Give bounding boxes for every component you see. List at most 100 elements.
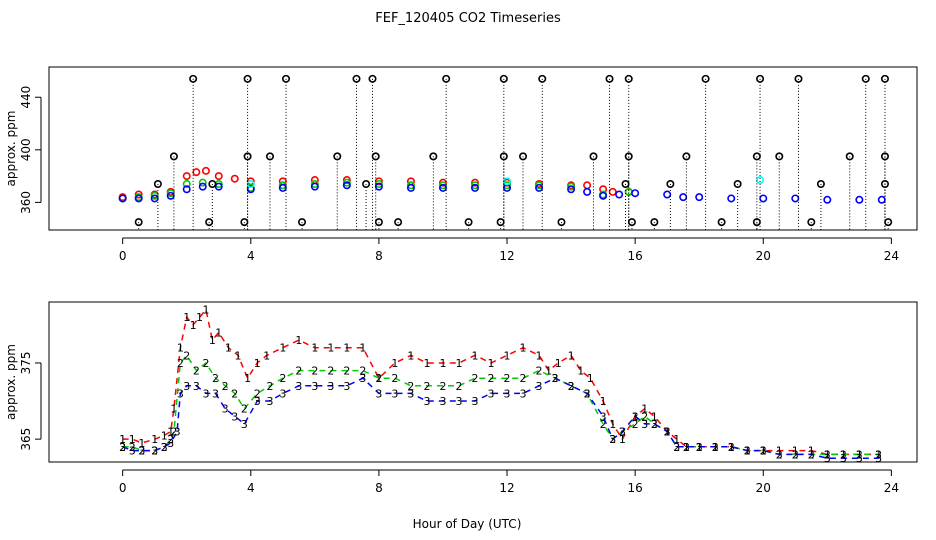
data-point-marker: 3: [792, 448, 799, 461]
data-point-marker: 3: [760, 445, 767, 458]
data-point: [733, 179, 742, 188]
data-point: [182, 179, 191, 188]
data-point: [599, 191, 608, 200]
data-point: [470, 178, 479, 187]
data-point: [406, 181, 415, 190]
data-point: [362, 179, 371, 188]
plot-frame: [48, 66, 918, 231]
data-point-marker: 1: [234, 349, 241, 362]
data-point-marker: 3: [177, 387, 184, 400]
data-point-marker: 3: [222, 403, 229, 416]
data-point: [535, 183, 544, 192]
data-point: [342, 176, 351, 185]
data-point: [182, 185, 191, 194]
data-point: [438, 181, 447, 190]
data-point-marker: 1: [488, 357, 495, 370]
data-point-marker: 1: [568, 349, 575, 362]
data-point-marker: 2: [212, 372, 219, 385]
data-point-marker: 1: [161, 429, 168, 442]
data-point: [756, 176, 765, 185]
data-point-marker: 2: [311, 365, 318, 378]
series-5: [189, 74, 889, 230]
data-point-marker: 1: [311, 342, 318, 355]
data-point: [583, 187, 592, 196]
data-point-marker: 1: [327, 342, 334, 355]
data-point-marker: 3: [231, 410, 238, 423]
data-point-marker: 1: [504, 349, 511, 362]
data-point: [189, 74, 198, 83]
data-point-marker: 3: [119, 441, 126, 454]
data-point-marker: 2: [391, 372, 398, 385]
data-point-marker: 2: [632, 418, 639, 431]
y-tick-label: 360: [19, 191, 33, 214]
data-point: [794, 74, 803, 83]
data-point-marker: 1: [202, 304, 209, 317]
data-point: [717, 218, 726, 227]
data-point-marker: 2: [343, 365, 350, 378]
data-point-marker: 2: [840, 448, 847, 461]
data-point: [394, 218, 403, 227]
data-point-marker: 3: [776, 448, 783, 461]
data-point-marker: 3: [375, 387, 382, 400]
data-point: [150, 191, 159, 200]
data-point-marker: 1: [520, 342, 527, 355]
data-point-marker: 1: [600, 395, 607, 408]
data-point: [499, 152, 508, 161]
data-point: [342, 178, 351, 187]
data-point-marker: 3: [673, 441, 680, 454]
data-point: [182, 172, 191, 181]
x-tick-label: 0: [119, 481, 127, 495]
data-point: [134, 218, 143, 227]
data-point-marker: 1: [673, 433, 680, 446]
data-point-marker: 3: [193, 380, 200, 393]
y-tick-label: 365: [19, 428, 33, 451]
data-point-marker: 2: [520, 372, 527, 385]
data-point: [756, 74, 765, 83]
x-tick-label: 24: [884, 249, 899, 263]
series-2: [118, 178, 633, 203]
data-point-marker: 1: [138, 437, 145, 450]
data-point-marker: 1: [244, 372, 251, 385]
data-point-marker: 3: [824, 452, 831, 465]
series-7: [153, 179, 889, 230]
data-point-marker: 2: [673, 441, 680, 454]
data-point-marker: 2: [651, 418, 658, 431]
data-point-marker: 3: [295, 380, 302, 393]
data-point: [243, 152, 252, 161]
data-point: [205, 218, 214, 227]
data-point-marker: 1: [225, 342, 232, 355]
data-point-marker: 1: [536, 349, 543, 362]
data-point-marker: 1: [555, 357, 562, 370]
data-point: [499, 74, 508, 83]
data-point-marker: 2: [138, 445, 145, 458]
data-point: [342, 181, 351, 190]
x-tick-label: 4: [247, 481, 255, 495]
data-point: [583, 181, 592, 190]
data-point: [278, 181, 287, 190]
data-point: [438, 183, 447, 192]
data-point: [861, 74, 870, 83]
data-point-marker: 1: [696, 441, 703, 454]
data-point-marker: 3: [439, 395, 446, 408]
data-point-marker: 3: [138, 445, 145, 458]
x-tick-label: 8: [375, 249, 383, 263]
data-point-marker: 2: [202, 357, 209, 370]
series-line: [122, 377, 879, 459]
data-point: [807, 218, 816, 227]
data-point-marker: 3: [504, 387, 511, 400]
data-point-marker: 1: [471, 349, 478, 362]
data-point-marker: 2: [327, 365, 334, 378]
data-point-marker: 2: [161, 441, 168, 454]
data-point-marker: 3: [212, 387, 219, 400]
data-point-marker: 1: [792, 445, 799, 458]
data-point: [240, 218, 249, 227]
x-tick-label: 4: [247, 249, 255, 263]
data-point-marker: 1: [728, 441, 735, 454]
data-point-marker: 3: [728, 441, 735, 454]
data-point: [503, 181, 512, 190]
data-point-marker: 1: [776, 445, 783, 458]
series-line: [122, 307, 879, 456]
data-point-marker: 1: [609, 418, 616, 431]
data-point: [695, 193, 704, 202]
